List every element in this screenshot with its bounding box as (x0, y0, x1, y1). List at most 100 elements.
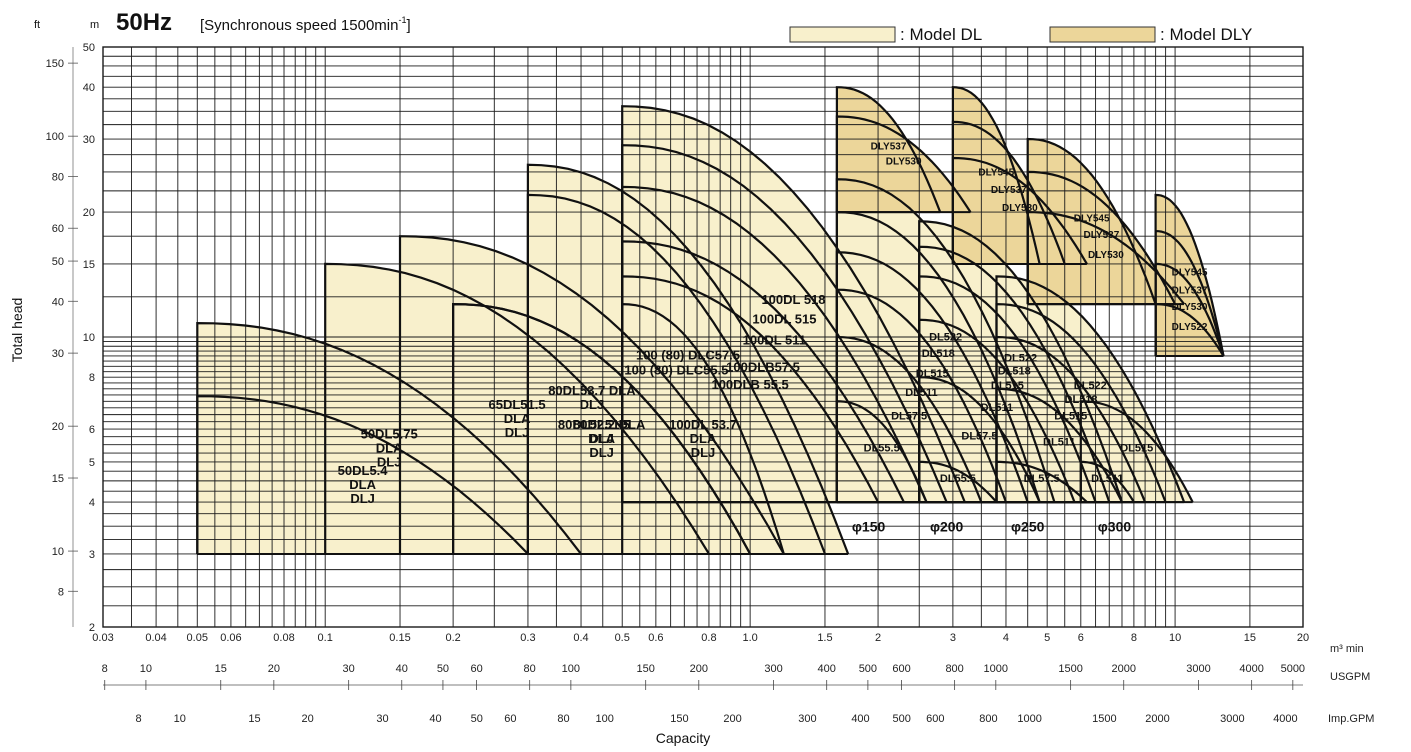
dl-label-22: DL511 (981, 402, 1013, 414)
dl-label-26-line-0: DL57.5 (1024, 473, 1060, 485)
dl-label-29: DL518 (1065, 394, 1098, 406)
impgpm-tick-label-0: 8 (135, 713, 141, 725)
dl-label-20-line-0: DL55.5 (940, 473, 976, 485)
dl-label-6: 100 (80) DLC55.5 (624, 362, 728, 377)
dly-label-7-line-0: DLY530 (1088, 250, 1124, 261)
usgpm-tick-label-20: 3000 (1186, 663, 1210, 675)
dl-curve-21 (918, 376, 1041, 503)
size-label-1: φ200 (930, 518, 964, 534)
y-tick-m-11: 50 (83, 42, 95, 54)
frequency-title: 50Hz (116, 9, 172, 36)
dl-label-0-line-0: 50DL5.4 (338, 463, 389, 478)
dl-label-2-line-1: DLA (504, 411, 531, 426)
x-tick-label-23: 20 (1297, 632, 1309, 644)
dl-curve-17 (835, 251, 1029, 503)
x-tick-label-20: 8 (1131, 632, 1137, 644)
x-tick-label-17: 4 (1003, 632, 1009, 644)
dl-label-21-line-0: DL57.5 (961, 431, 997, 443)
dl-label-20: DL55.5 (940, 473, 976, 485)
impgpm-tick-label-11: 200 (723, 713, 741, 725)
dly-label-6: DLY537 (1084, 230, 1120, 241)
x-tick-label-1: 0.04 (145, 632, 166, 644)
usgpm-tick-label-4: 30 (343, 663, 355, 675)
legend-label-dly: : Model DLY (1160, 25, 1252, 44)
impgpm-tick-label-14: 500 (892, 713, 910, 725)
impgpm-tick-label-6: 50 (471, 713, 483, 725)
dl-label-0-line-1: DLA (349, 477, 376, 492)
dl-label-19-line-0: DL522 (929, 332, 962, 344)
dl-label-19: DL522 (929, 332, 962, 344)
dl-curve-6 (526, 193, 827, 555)
size-label-2: φ250 (1011, 518, 1045, 534)
impgpm-tick-label-8: 80 (557, 713, 569, 725)
x-tick-label-22: 15 (1244, 632, 1256, 644)
dly-label-3: DLY537 (991, 185, 1027, 196)
dly-label-9: DLY537 (1172, 286, 1208, 297)
usgpm-tick-label-3: 20 (268, 663, 280, 675)
x-tick-label-19: 6 (1078, 632, 1084, 644)
dl-label-13-line-0: 100DL 518 (761, 292, 825, 307)
dly-curve-3 (951, 120, 1066, 265)
usgpm-tick-label-21: 4000 (1239, 663, 1263, 675)
dl-label-9: 100DLB 55.5 (711, 377, 788, 392)
x-axis-title: Capacity (656, 730, 710, 746)
dl-curve-20 (918, 460, 998, 503)
x-tick-label-5: 0.1 (318, 632, 333, 644)
dl-label-14: DL55.5 (864, 443, 900, 455)
dl-label-0-line-2: DLJ (350, 491, 375, 506)
legend-label-dl: : Model DL (900, 25, 982, 44)
x-tick-label-4: 0.08 (273, 632, 294, 644)
impgpm-tick-label-1: 10 (174, 713, 186, 725)
x-tick-label-0: 0.03 (92, 632, 113, 644)
y-tick-m-7: 15 (83, 259, 95, 271)
usgpm-tick-label-15: 600 (892, 663, 910, 675)
y-tick-ft-0: 8 (58, 586, 64, 598)
x-tick-label-8: 0.3 (520, 632, 535, 644)
dl-label-15: DL57.5 (891, 411, 927, 423)
impgpm-tick-label-4: 30 (376, 713, 388, 725)
speed-note: [Synchronous speed 1500min-1] (200, 15, 411, 34)
impgpm-tick-label-12: 300 (798, 713, 816, 725)
dl-label-13: 100DL 518 (761, 292, 825, 307)
unit-ft-label: ft (34, 19, 40, 31)
dl-curve-30 (995, 275, 1186, 503)
dl-label-23: DL515 (991, 380, 1024, 392)
usgpm-tick-label-12: 300 (764, 663, 782, 675)
dl-label-10-line-0: 100DLB57.5 (726, 360, 800, 375)
y-tick-m-3: 5 (89, 457, 95, 469)
y-tick-m-0: 2 (89, 622, 95, 634)
dl-curve-11 (621, 185, 928, 503)
impgpm-label: Imp.GPM (1328, 713, 1374, 725)
x-unit-label: m³ min (1330, 643, 1364, 655)
dl-label-24-line-0: DL518 (998, 365, 1031, 377)
dl-curve-7 (526, 163, 850, 555)
y-tick-m-6: 10 (83, 332, 95, 344)
x-tick-label-13: 1.0 (742, 632, 757, 644)
dl-curve-4 (452, 302, 752, 555)
dl-label-10: 100DLB57.5 (726, 360, 800, 375)
x-tick-label-14: 1.5 (817, 632, 832, 644)
usgpm-tick-label-7: 60 (470, 663, 482, 675)
x-tick-label-21: 10 (1169, 632, 1181, 644)
dl-label-22-line-0: DL511 (981, 402, 1013, 414)
dl-curve-26 (995, 460, 1088, 503)
dl-curve-0 (196, 395, 529, 555)
dl-label-8-line-2: DLJ (691, 445, 716, 460)
x-tick-label-10: 0.5 (615, 632, 630, 644)
dl-label-2-line-0: 65DL51.5 (489, 397, 546, 412)
dl-label-8-line-1: DLA (690, 431, 717, 446)
dl-label-8-line-0: 100DL 53.7 (669, 417, 737, 432)
dl-label-1: 50DL5.75 DLA DLJ (361, 427, 418, 470)
x-tick-label-15: 2 (875, 632, 881, 644)
model-curves (196, 86, 1225, 555)
legend-swatch-dl (789, 26, 896, 43)
dl-label-14-line-0: DL55.5 (864, 443, 900, 455)
dl-label-17-line-0: DL515 (916, 368, 949, 380)
dl-label-7-line-0: 100 (80) DLC57.5 (636, 347, 740, 362)
dl-label-21: DL57.5 (961, 431, 997, 443)
dl-label-12: 100DL 515 (752, 312, 816, 327)
impgpm-tick-label-20: 3000 (1220, 713, 1244, 725)
x-tick-label-3: 0.06 (220, 632, 241, 644)
dl-label-9-line-0: 100DLB 55.5 (711, 377, 788, 392)
